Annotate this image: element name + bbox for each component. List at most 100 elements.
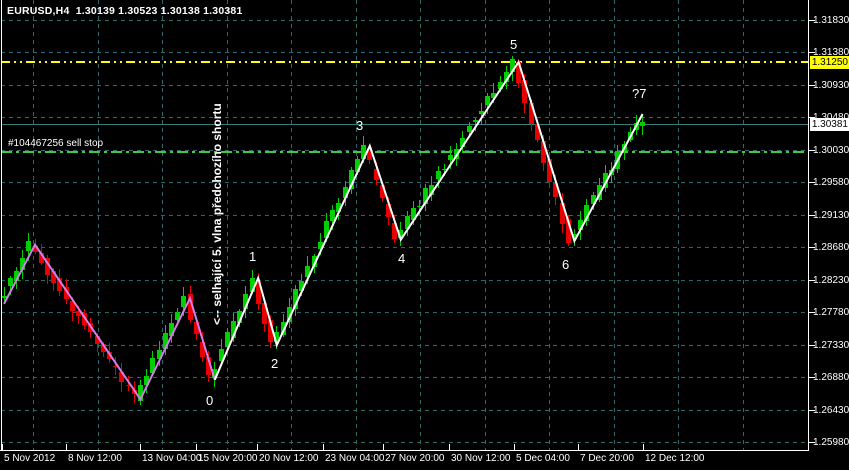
candle-body-up — [429, 185, 434, 195]
candle-body-up — [349, 170, 354, 189]
v-gridline — [549, 0, 550, 450]
candle-body-down — [522, 80, 527, 103]
price-tick — [809, 410, 815, 411]
candle-body-up — [330, 210, 335, 221]
candle-body-up — [398, 230, 403, 238]
candle-body-down — [64, 287, 69, 299]
chart-ohlc-title: EURUSD,H4 1.30139 1.30523 1.30138 1.3038… — [7, 5, 243, 17]
price-tick — [809, 85, 815, 86]
candle-body-up — [163, 333, 168, 349]
v-gridline — [355, 0, 357, 450]
price-tick-label: 1.27780 — [813, 307, 849, 318]
price-tick — [809, 215, 815, 216]
time-tick-label: 27 Nov 20:00 — [385, 453, 445, 464]
candle-body-up — [485, 96, 490, 105]
candle-body-down — [535, 124, 540, 140]
candle-body-up — [181, 296, 186, 307]
resistance-line — [1, 61, 808, 63]
candle-body-down — [194, 322, 199, 334]
price-tick-label: 1.25980 — [813, 437, 849, 448]
candle-body-up — [243, 294, 248, 309]
candle-body-down — [57, 278, 62, 291]
h-gridline — [1, 312, 808, 313]
price-tick — [809, 345, 815, 346]
candle-body-up — [237, 311, 242, 323]
candle-up — [574, 229, 575, 246]
h-gridline — [1, 117, 808, 118]
time-tick-label: 7 Dec 20:00 — [580, 453, 634, 464]
time-tick — [140, 444, 141, 450]
candle-body-down — [206, 357, 211, 375]
price-tick-label: 1.26880 — [813, 372, 849, 383]
candle-body-up — [578, 220, 583, 230]
price-tick-label: 1.28680 — [813, 242, 849, 253]
time-tick-label: 5 Dec 04:00 — [516, 453, 570, 464]
candle-body-down — [70, 301, 75, 311]
candle-body-down — [392, 223, 397, 239]
time-tick — [449, 444, 450, 450]
wave-label-1: 1 — [249, 249, 257, 264]
candle-body-up — [318, 242, 323, 249]
time-tick — [514, 444, 515, 450]
candle-body-up — [572, 234, 577, 237]
current-price-badge: 1.30381 — [810, 118, 849, 131]
candle-up — [444, 164, 445, 176]
candle-body-up — [467, 126, 472, 132]
v-gridline — [162, 0, 163, 450]
wave-label-4: 4 — [398, 251, 406, 266]
candle-body-up — [287, 307, 292, 322]
time-axis-line — [0, 450, 809, 451]
time-tick — [2, 444, 3, 450]
candle-body-down — [95, 336, 100, 344]
price-tick-label: 1.30030 — [813, 145, 849, 156]
candle-body-down — [188, 294, 193, 320]
candle-body-up — [175, 312, 180, 320]
v-gridline — [484, 0, 486, 450]
resistance-price-badge: 1.31250 — [810, 56, 849, 69]
candle-body-down — [262, 303, 267, 324]
frame-left — [1, 0, 2, 450]
time-tick-label: 15 Nov 20:00 — [198, 453, 258, 464]
candle-body-up — [355, 159, 360, 172]
time-tick — [578, 444, 579, 450]
price-tick — [809, 20, 815, 21]
price-tick — [809, 52, 815, 53]
h-gridline — [1, 215, 808, 216]
candle-body-down — [268, 320, 273, 342]
price-tick — [809, 280, 815, 281]
candle-body-up — [498, 82, 503, 89]
zigzag-overlay — [3, 59, 644, 402]
candle-body-down — [200, 342, 205, 357]
candle-body-up — [20, 258, 25, 270]
v-gridline — [226, 0, 228, 450]
candle-body-up — [157, 350, 162, 359]
time-tick — [257, 444, 258, 450]
candle-body-up — [417, 206, 422, 207]
price-tick-label: 1.29130 — [813, 210, 849, 221]
candle-body-up — [150, 358, 155, 373]
h-gridline — [1, 85, 808, 86]
h-gridline — [1, 247, 808, 248]
candle-body-down — [386, 204, 391, 217]
candle-body-up — [510, 59, 515, 72]
candle-body-up — [423, 188, 428, 204]
wave-label-0: 0 — [206, 393, 214, 408]
time-tick-label: 13 Nov 04:00 — [142, 453, 202, 464]
candle-body-up — [640, 122, 645, 126]
candle-body-up — [169, 323, 174, 336]
time-tick — [643, 444, 644, 450]
price-tick — [809, 117, 815, 118]
wave-label-5: 5 — [510, 37, 518, 52]
h-gridline — [1, 410, 808, 411]
candle-body-up — [473, 120, 478, 122]
price-tick — [809, 377, 815, 378]
candle-body-down — [367, 148, 372, 160]
candle-body-up — [312, 256, 317, 267]
time-tick-label: 12 Dec 12:00 — [645, 453, 705, 464]
v-gridline — [420, 0, 421, 450]
candle-body-up — [448, 155, 453, 160]
candle-body-up — [212, 369, 217, 378]
chart-area[interactable]: 0 1 2 3 4 5 6 ?7 EURUSD,H4 1.30139 1.30523 1.30… — [0, 0, 809, 450]
candle-body-up — [411, 208, 416, 220]
